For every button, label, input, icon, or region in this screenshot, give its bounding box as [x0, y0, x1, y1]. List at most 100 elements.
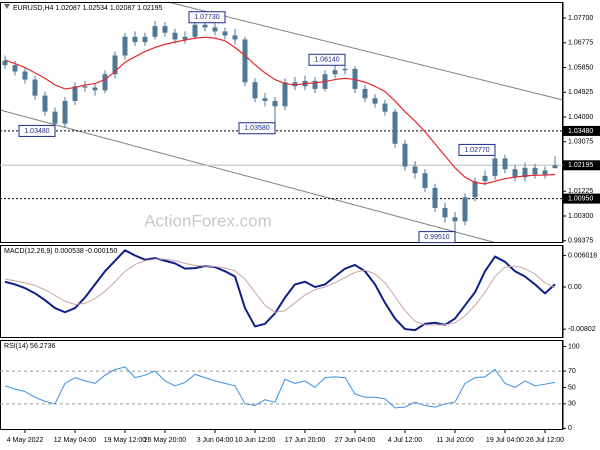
y-tick-label: 1.00300: [568, 213, 593, 220]
candle-body: [112, 55, 118, 75]
series-line: [4, 258, 556, 326]
candle-body: [122, 36, 128, 56]
y-tick-label: 0: [568, 425, 572, 432]
candle-body: [182, 36, 188, 40]
x-tick-label: 11 Jul 20:00: [436, 437, 474, 444]
price-tag-label: 1.02195: [568, 162, 593, 169]
x-tick-label: 10 Jun 12:00: [235, 437, 276, 444]
annotation-box: [418, 231, 456, 244]
y-tick-label: 1.04000: [568, 114, 593, 121]
candle-body: [382, 103, 388, 112]
y-tick-label: 100: [568, 343, 580, 350]
x-tick-label: 19 Jul 04:00: [486, 437, 524, 444]
candle-body: [272, 100, 278, 107]
candle-body: [12, 65, 18, 72]
channel-lower: [0, 109, 494, 243]
x-tick-label: 26 Jul 12:00: [526, 437, 564, 444]
candle-body: [312, 80, 318, 89]
candle-body: [252, 82, 258, 99]
x-tick-label: 4 May 2022: [7, 437, 44, 444]
candle-body: [212, 27, 218, 32]
candle-body: [202, 24, 208, 28]
candle-body: [262, 98, 268, 101]
candle-body: [432, 187, 438, 208]
candle-body: [472, 181, 478, 198]
x-tick-label: 17 Jun 20:00: [285, 437, 326, 444]
candle-body: [412, 166, 418, 174]
x-tick-label: 3 Jun 04:00: [197, 437, 234, 444]
price-tag: [563, 160, 600, 171]
annotation-label: 1.03480: [24, 128, 49, 135]
candle-body: [152, 26, 158, 37]
candle-body: [52, 111, 58, 124]
annotation-box: [458, 143, 496, 156]
candle-body: [522, 167, 528, 178]
y-tick-label: 1.04925: [568, 89, 593, 96]
candle-body: [142, 36, 148, 43]
candle-body: [172, 32, 178, 40]
y-tick-label: 1.03075: [568, 139, 593, 146]
y-tick-label: 0.006018: [568, 252, 597, 259]
y-tick-label: 30: [568, 401, 576, 408]
candle-body: [392, 111, 398, 144]
candle-body: [192, 24, 198, 37]
annotation-box: [18, 124, 56, 137]
y-tick-label: 1.07700: [568, 15, 593, 22]
candle-body: [492, 158, 498, 176]
candle-body: [102, 74, 108, 91]
watermark: ActionForex.com: [144, 211, 272, 230]
panel-title: EURUSD,H4 1.02087 1.02534 1.02087 1.0219…: [13, 5, 163, 12]
annotation-label: 1.06140: [314, 57, 339, 64]
candle-body: [542, 170, 548, 175]
x-tick-label: 19 May 12:00: [104, 437, 147, 444]
candle-body: [162, 26, 168, 33]
candle-body: [482, 175, 488, 182]
y-tick-label: 1.01225: [568, 188, 593, 195]
candle-body: [422, 173, 428, 188]
candle-body: [62, 100, 68, 124]
candle-body: [462, 197, 468, 222]
candle-body: [132, 36, 138, 43]
annotation-box: [308, 53, 346, 66]
candle-body: [502, 158, 508, 170]
annotation-box: [238, 122, 276, 135]
candle-body: [442, 207, 448, 218]
candle-body: [332, 70, 338, 75]
candle-body: [402, 143, 408, 167]
y-tick-label: 0.99375: [568, 238, 593, 245]
panel-title: RSI(14) 56.2736: [4, 343, 55, 350]
series-line: [4, 366, 556, 409]
symbol-icon: [4, 4, 10, 9]
price-tag-label: 1.00950: [568, 195, 593, 202]
candle-body: [22, 71, 28, 80]
annotation-box: [188, 11, 226, 24]
y-tick-label: 50: [568, 384, 576, 391]
candle-body: [532, 167, 538, 175]
candle-body: [92, 87, 98, 91]
series-line: [4, 249, 556, 332]
candle-body: [292, 82, 298, 87]
candle-body: [282, 82, 288, 107]
candle-body: [222, 31, 228, 36]
y-tick-label: 0.00: [568, 284, 582, 291]
candle-body: [342, 68, 348, 71]
channel-upper: [167, 1, 564, 101]
annotation-label: 1.07730: [194, 14, 219, 21]
annotation-label: 0.99510: [424, 234, 449, 241]
candle-body: [352, 68, 358, 89]
annotation-label: 1.03580: [244, 125, 269, 132]
price-tag: [563, 193, 600, 204]
y-tick-label: 1.06775: [568, 40, 593, 47]
candle-body: [242, 39, 248, 83]
y-tick-label: 70: [568, 368, 576, 375]
panel-title: MACD(12,26,9) 0.000538 -0.000150: [4, 248, 117, 255]
candle-body: [82, 86, 88, 88]
price-tag: [563, 125, 600, 136]
candle-body: [372, 98, 378, 104]
candle-body: [42, 95, 48, 112]
candle-body: [512, 169, 518, 178]
candle-body: [232, 35, 238, 40]
annotation-label: 1.02770: [464, 147, 489, 154]
